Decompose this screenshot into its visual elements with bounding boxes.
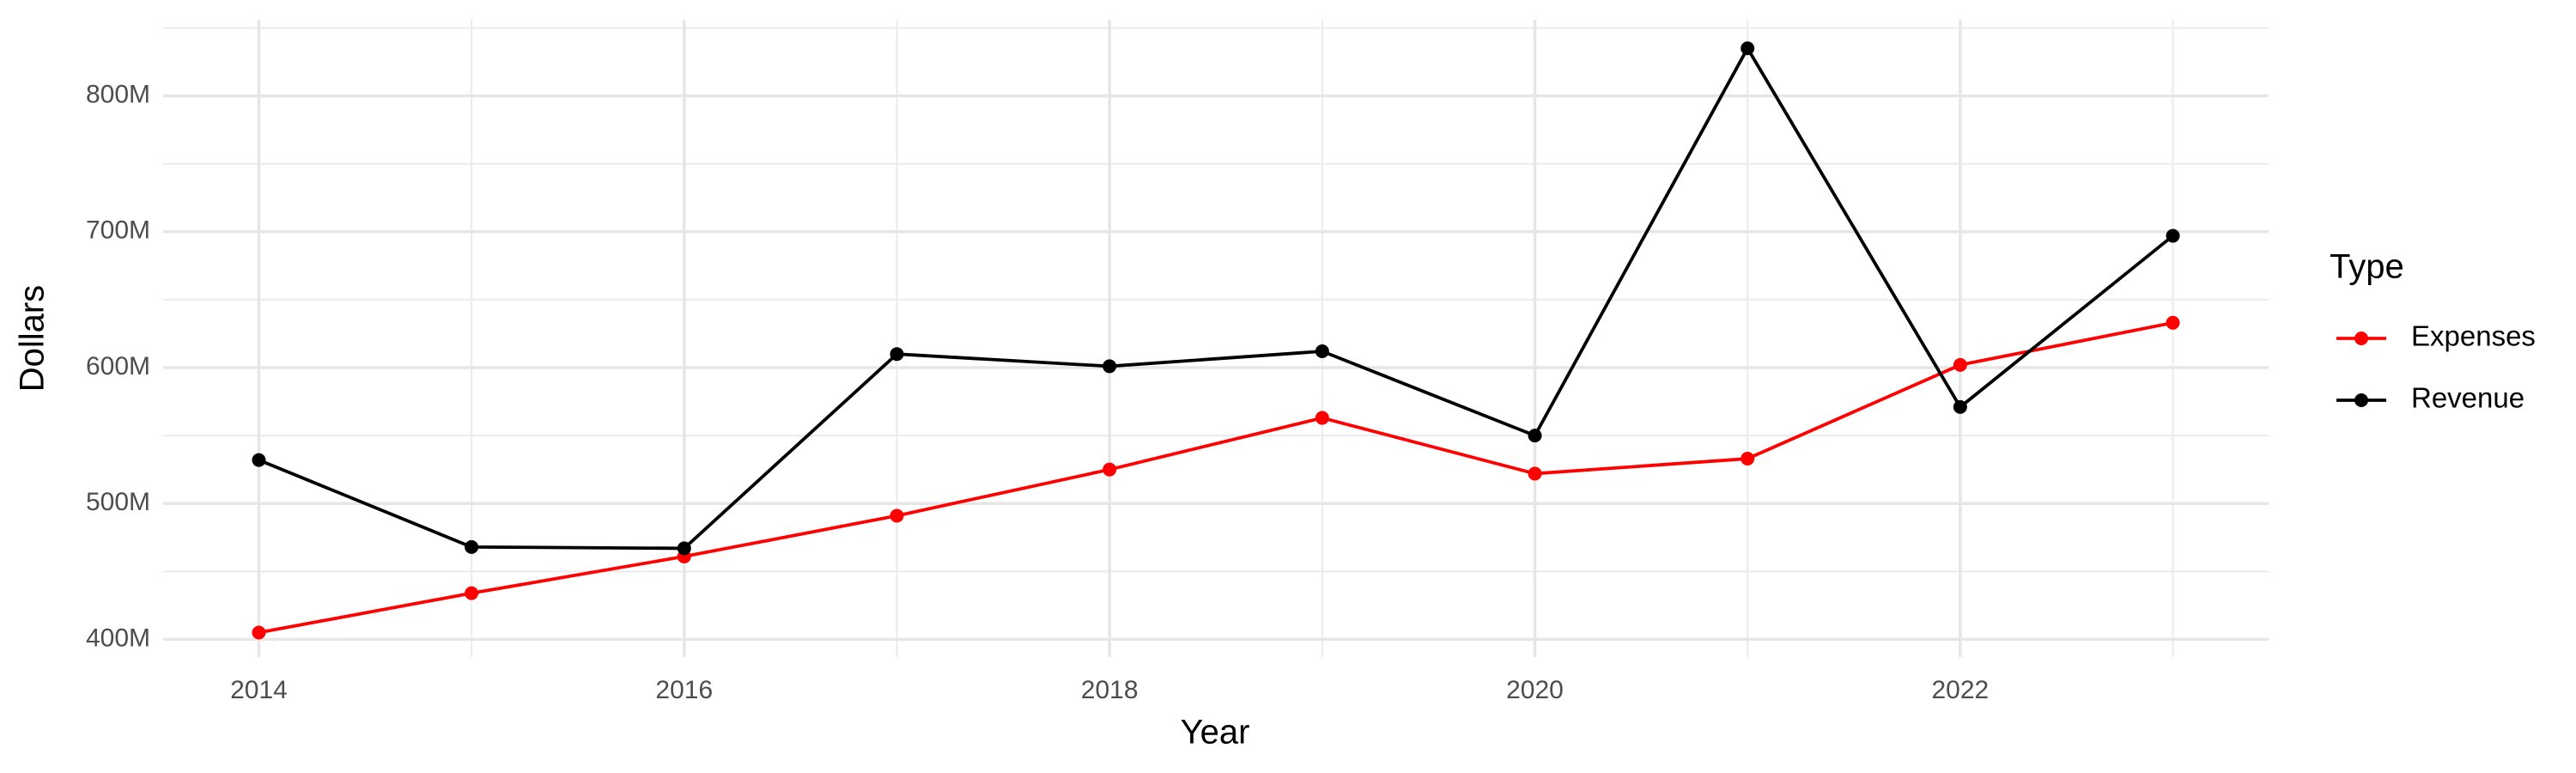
x-axis-title: Year (1181, 714, 1250, 752)
data-point (1103, 462, 1117, 477)
data-point (1741, 452, 1755, 466)
legend-label: Revenue (2411, 382, 2524, 414)
data-point (1953, 399, 1967, 414)
y-tick-label: 500M (86, 488, 150, 516)
data-point (890, 347, 904, 362)
x-tick-label: 2016 (655, 676, 713, 704)
y-tick-label: 800M (86, 81, 150, 109)
data-point (2166, 315, 2180, 330)
data-point (1528, 466, 1542, 481)
data-point (465, 539, 479, 554)
data-point (2166, 228, 2180, 243)
data-point (1315, 344, 1329, 359)
x-tick-label: 2020 (1506, 676, 1564, 704)
data-point (1741, 41, 1755, 56)
legend-label: Expenses (2411, 320, 2536, 352)
data-point (677, 541, 691, 556)
data-point (252, 453, 266, 467)
data-point (1103, 359, 1117, 374)
data-point (252, 625, 266, 640)
data-point (1315, 411, 1329, 425)
series-line (258, 45, 2174, 551)
y-axis-title: Dollars (14, 285, 52, 392)
x-tick-label: 2022 (1931, 676, 1989, 704)
x-tick-label: 2014 (230, 676, 288, 704)
y-tick-label: 600M (86, 352, 150, 380)
y-tick-label: 700M (86, 216, 150, 245)
data-point (1528, 429, 1542, 443)
data-point (1953, 357, 1967, 372)
x-tick-label: 2018 (1081, 676, 1139, 704)
legend-key-point (2354, 393, 2368, 407)
legend-key-point (2354, 332, 2368, 345)
y-tick-label: 400M (86, 624, 150, 652)
data-point (465, 586, 479, 600)
data-point (890, 508, 904, 523)
series-line (258, 320, 2173, 635)
legend-title: Type (2330, 248, 2404, 286)
